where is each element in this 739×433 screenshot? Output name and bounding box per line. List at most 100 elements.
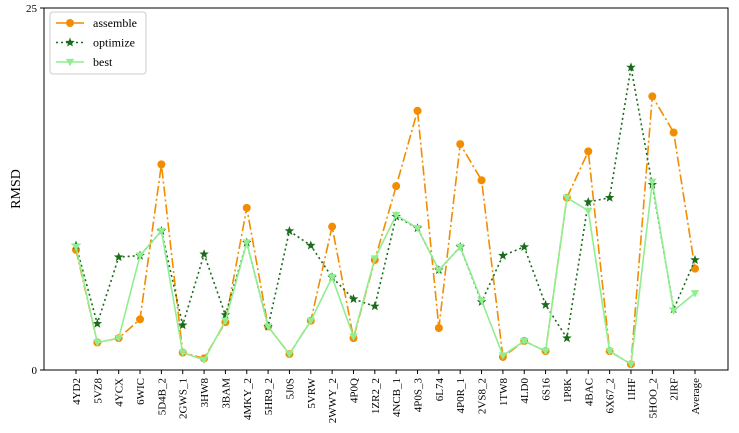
x-tick-label: 6L74: [434, 378, 446, 402]
legend-label-best: best: [93, 55, 113, 69]
x-tick-label: 1TW8: [498, 378, 510, 407]
point-optimize: [498, 250, 508, 260]
y-tick-label: 0: [32, 365, 38, 377]
point-best: [327, 274, 337, 282]
x-tick-label: 4P0Q: [348, 378, 360, 403]
point-best: [541, 348, 550, 356]
point-best: [391, 211, 401, 220]
x-tick-label: 6WIC: [135, 378, 147, 405]
point-optimize: [306, 240, 316, 250]
point-optimize: [583, 197, 593, 207]
x-tick-label: 4NCB_1: [391, 378, 403, 417]
point-best: [157, 227, 166, 236]
point-optimize: [604, 192, 615, 202]
x-tick-label: 4LD0: [519, 378, 531, 404]
point-optimize: [348, 294, 359, 304]
point-assemble: [584, 147, 593, 156]
point-best: [456, 243, 465, 252]
legend-marker-assemble: [66, 19, 74, 27]
point-optimize: [284, 226, 295, 235]
x-tick-label: 5VRW: [306, 377, 318, 408]
x-tick-label: 5VZ8: [92, 378, 104, 404]
x-tick-label: 4P0S_3: [413, 378, 425, 413]
series-line-assemble: [75, 93, 696, 366]
point-best: [114, 334, 123, 343]
point-best: [306, 317, 315, 325]
y-axis-label: RMSD: [9, 169, 24, 209]
point-assemble: [328, 222, 337, 231]
x-tick-label: 3BAM: [220, 378, 232, 409]
x-tick-label: 4BAC: [583, 378, 595, 406]
point-best: [520, 337, 529, 346]
legend: assemble optimize best: [49, 11, 147, 75]
x-tick-label: 6X67_2: [605, 378, 617, 413]
point-best: [199, 356, 209, 365]
x-tick-label: 2WWY_2: [327, 378, 339, 423]
point-optimize: [519, 241, 529, 251]
point-assemble: [392, 182, 401, 191]
series-best: [71, 178, 700, 369]
point-best: [263, 323, 273, 331]
point-best: [413, 224, 422, 233]
point-optimize: [626, 62, 636, 72]
point-optimize: [220, 310, 231, 319]
point-assemble: [242, 203, 251, 212]
point-best: [349, 333, 358, 341]
point-assemble: [413, 106, 422, 115]
point-best: [285, 350, 294, 359]
x-tick-label: 1P8K: [562, 378, 574, 403]
point-best: [498, 352, 508, 360]
point-assemble: [648, 92, 657, 101]
point-assemble: [477, 176, 486, 185]
y-axis: 0 25: [26, 3, 44, 377]
point-optimize: [92, 318, 103, 328]
point-assemble: [434, 324, 443, 333]
point-best: [669, 307, 678, 315]
point-assemble: [456, 140, 465, 149]
point-optimize: [540, 299, 551, 309]
point-assemble: [136, 315, 145, 324]
legend-label-optimize: optimize: [93, 36, 135, 50]
x-tick-label: Average: [690, 378, 702, 415]
point-optimize: [199, 249, 209, 259]
point-best: [605, 348, 614, 356]
point-best: [584, 207, 593, 215]
x-tick-label: 4YCX: [114, 378, 126, 407]
x-tick-label: 4YD2: [71, 378, 83, 405]
y-tick-label: 25: [26, 3, 38, 15]
legend-label-assemble: assemble: [93, 16, 137, 30]
series-layer: [71, 62, 700, 369]
point-optimize: [370, 301, 380, 311]
x-tick-label: 6S16: [541, 378, 553, 401]
point-assemble: [691, 264, 699, 273]
point-best: [71, 243, 81, 252]
series-line-optimize: [75, 67, 696, 341]
plot-frame: [43, 7, 729, 371]
point-best: [370, 255, 380, 263]
x-tick-label: 5J0S: [284, 378, 296, 399]
series-line-best: [75, 181, 696, 366]
x-tick-label: 1IHF: [626, 378, 638, 401]
x-tick-label: 2GWS_1: [178, 378, 190, 419]
legend-box: [49, 11, 147, 75]
point-optimize: [690, 255, 700, 264]
x-tick-label: 4MKY_2: [242, 378, 254, 420]
point-best: [434, 266, 444, 275]
legend-marker-best: [65, 58, 75, 67]
point-best: [93, 339, 102, 347]
point-best: [221, 317, 230, 325]
point-best: [648, 178, 657, 186]
x-tick-label: 3HW8: [199, 378, 211, 408]
x-axis: 4YD2 5VZ8 4YCX 6WIC 5D4B_2 2GWS_1 3HW8 3BAM 4MKY…: [71, 370, 702, 423]
x-tick-label: 5HOO_2: [647, 378, 659, 418]
legend-marker-optimize: [65, 37, 75, 47]
x-tick-label: 2IRF: [669, 378, 681, 401]
point-best: [562, 194, 572, 202]
series-assemble: [72, 92, 699, 369]
point-best: [626, 361, 636, 369]
x-tick-label: 1ZR2_2: [370, 378, 382, 414]
point-optimize: [113, 252, 124, 262]
point-optimize: [562, 333, 572, 343]
